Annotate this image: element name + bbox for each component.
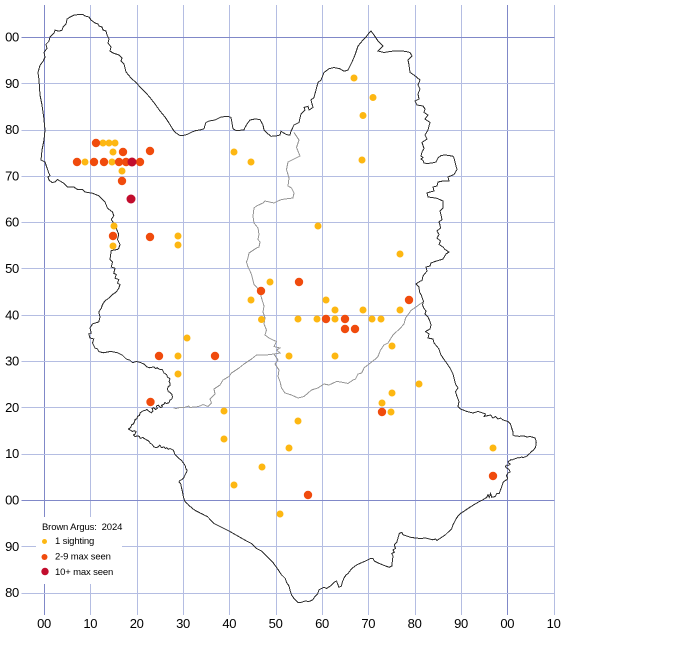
- svg-text:70: 70: [361, 616, 375, 631]
- svg-text:30: 30: [5, 354, 19, 369]
- svg-text:00: 00: [5, 493, 19, 508]
- svg-text:10: 10: [83, 616, 97, 631]
- svg-text:00: 00: [37, 616, 51, 631]
- svg-text:10: 10: [547, 616, 561, 631]
- svg-text:10+ max seen: 10+ max seen: [55, 567, 113, 578]
- svg-text:00: 00: [500, 616, 514, 631]
- svg-text:20: 20: [130, 616, 144, 631]
- svg-text:2-9 max seen: 2-9 max seen: [55, 552, 111, 563]
- svg-text:20: 20: [5, 400, 19, 415]
- svg-text:90: 90: [454, 616, 468, 631]
- svg-text:00: 00: [5, 30, 19, 45]
- svg-text:60: 60: [315, 616, 329, 631]
- svg-text:Brown Argus: 2024: Brown Argus: 2024: [42, 522, 122, 533]
- svg-text:50: 50: [5, 261, 19, 276]
- svg-text:90: 90: [5, 76, 19, 91]
- svg-text:40: 40: [5, 307, 19, 322]
- svg-text:10: 10: [5, 446, 19, 461]
- svg-text:1 sighting: 1 sighting: [55, 536, 94, 547]
- svg-text:80: 80: [5, 122, 19, 137]
- svg-text:90: 90: [5, 539, 19, 554]
- svg-text:80: 80: [408, 616, 422, 631]
- svg-text:50: 50: [269, 616, 283, 631]
- svg-text:30: 30: [176, 616, 190, 631]
- svg-text:40: 40: [222, 616, 236, 631]
- svg-text:60: 60: [5, 215, 19, 230]
- svg-text:70: 70: [5, 168, 19, 183]
- svg-text:80: 80: [5, 585, 19, 600]
